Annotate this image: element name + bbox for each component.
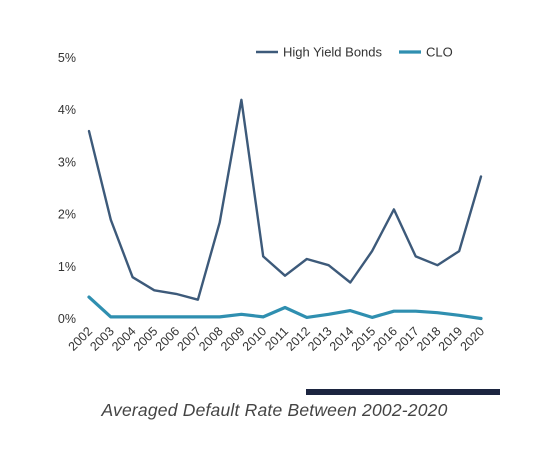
- chart-caption: Averaged Default Rate Between 2002-2020: [101, 400, 448, 420]
- y-tick-label: 1%: [58, 260, 76, 274]
- x-tick-label: 2008: [196, 324, 226, 354]
- series-line-high-yield-bonds: [87, 98, 483, 301]
- x-tick-label: 2014: [327, 324, 357, 354]
- x-tick-label: 2020: [458, 324, 488, 354]
- y-tick-label: 2%: [58, 208, 76, 222]
- x-tick-label: 2007: [174, 324, 204, 354]
- y-tick-label: 5%: [58, 51, 76, 65]
- legend: High Yield Bonds CLO: [256, 45, 453, 60]
- x-tick-label: 2018: [414, 324, 444, 354]
- caption-accent-bar: [306, 389, 500, 395]
- x-tick-label: 2013: [305, 324, 335, 354]
- x-tick-label: 2019: [436, 324, 466, 354]
- x-axis: 2002200320042005200620072008200920102011…: [66, 324, 488, 354]
- x-tick-label: 2005: [131, 324, 161, 354]
- y-axis: 0% 1% 2% 3% 4% 5%: [58, 51, 76, 326]
- x-tick-label: 2009: [218, 324, 248, 354]
- x-tick-label: 2015: [349, 324, 379, 354]
- x-tick-label: 2004: [109, 324, 139, 354]
- x-tick-label: 2017: [392, 324, 422, 354]
- series-layer: [87, 98, 483, 321]
- x-tick-label: 2006: [153, 324, 183, 354]
- x-tick-label: 2003: [87, 324, 117, 354]
- y-tick-label: 0%: [58, 312, 76, 326]
- x-tick-label: 2016: [370, 324, 400, 354]
- x-tick-label: 2002: [66, 324, 96, 354]
- x-tick-label: 2011: [262, 324, 291, 353]
- legend-label: CLO: [426, 45, 453, 60]
- x-tick-label: 2010: [240, 324, 270, 354]
- legend-label: High Yield Bonds: [283, 45, 383, 60]
- x-tick-label: 2012: [283, 324, 313, 354]
- series-line-clo: [87, 295, 483, 321]
- y-tick-label: 3%: [58, 155, 76, 169]
- y-tick-label: 4%: [58, 103, 76, 117]
